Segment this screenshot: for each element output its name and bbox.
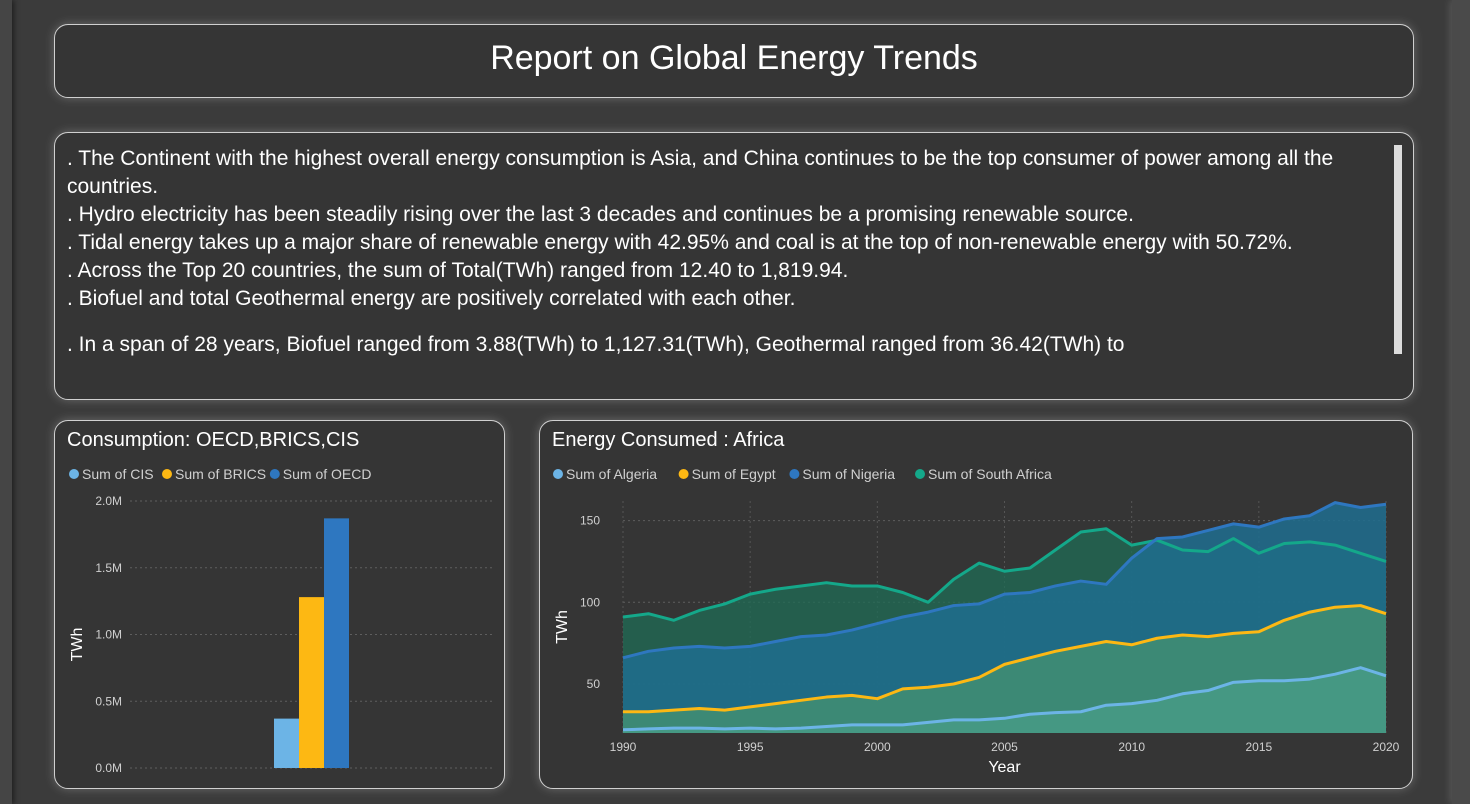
x-axis-label: Year: [988, 759, 1021, 776]
insight-item: . The Continent with the highest overall…: [67, 147, 1334, 198]
y-tick-label: 150: [580, 514, 600, 528]
series-line: [622, 501, 1387, 660]
insights-scrollbar[interactable]: [1394, 145, 1402, 354]
legend-marker: [69, 469, 79, 479]
y-tick-label: 1.0M: [95, 628, 122, 642]
legend-label: Sum of Nigeria: [802, 466, 895, 482]
y-tick-label: 2.0M: [95, 494, 122, 508]
legend-marker: [162, 469, 172, 479]
legend-label: Sum of Egypt: [692, 466, 776, 482]
africa-area-chart: Sum of Algeria Sum of Egypt Sum of Nigeria…: [553, 466, 1400, 776]
legend-label: Sum of BRICS: [175, 466, 266, 482]
x-tick-label: 1995: [737, 740, 764, 754]
x-tick-label: 1990: [610, 740, 637, 754]
y-axis-label: TWh: [69, 628, 86, 662]
series-line: [622, 666, 1387, 732]
area-fill: [623, 667, 1386, 733]
title-card: Report on Global Energy Trends: [54, 24, 1414, 98]
report-title: Report on Global Energy Trends: [490, 39, 978, 77]
series-line: [623, 604, 1387, 714]
series-line: [622, 527, 1387, 622]
legend-label: Sum of Algeria: [566, 466, 657, 482]
right-frame-bar: [1452, 0, 1470, 804]
insight-item: . Biofuel and total Geothermal energy ar…: [67, 287, 796, 310]
y-tick-label: 1.5M: [95, 561, 122, 575]
insights-card: . The Continent with the highest overall…: [54, 132, 1414, 400]
y-tick-label: 50: [587, 677, 601, 691]
y-tick-label: 0.0M: [95, 761, 122, 775]
legend-label: Sum of South Africa: [928, 466, 1052, 482]
x-tick-label: 2005: [991, 740, 1018, 754]
legend-label: Sum of OECD: [283, 466, 372, 482]
insight-item: . Across the Top 20 countries, the sum o…: [67, 259, 849, 282]
x-tick-label: 2015: [1245, 740, 1272, 754]
legend-marker: [789, 469, 800, 479]
insight-item: . Tidal energy takes up a major share of…: [67, 231, 1293, 254]
insight-item: . Hydro electricity has been steadily ri…: [67, 203, 1134, 226]
legend-marker: [678, 469, 689, 479]
bar: [324, 518, 349, 768]
consumption-bar-chart: Sum of CIS Sum of BRICS Sum of OECD 0.0M 0.5…: [69, 466, 495, 775]
insights-text: . The Continent with the highest overall…: [67, 145, 1385, 359]
legend-marker: [553, 469, 563, 479]
x-tick-label: 2020: [1373, 740, 1400, 754]
bar: [299, 597, 324, 768]
chart-title: Consumption: OECD,BRICS,CIS: [67, 429, 360, 451]
bar: [274, 718, 299, 768]
x-tick-label: 2010: [1118, 740, 1145, 754]
chart-title: Energy Consumed : Africa: [552, 429, 785, 451]
y-axis-label: TWh: [554, 610, 571, 644]
africa-chart-card: Energy Consumed : Africa Sum of Algeria S…: [539, 420, 1413, 789]
legend-marker: [269, 469, 280, 479]
y-tick-label: 100: [580, 595, 600, 609]
legend-label: Sum of CIS: [82, 466, 154, 482]
x-tick-label: 2000: [864, 740, 891, 754]
consumption-chart-card: Consumption: OECD,BRICS,CIS Sum of CIS Su…: [54, 420, 505, 789]
insight-item: . In a span of 28 years, Biofuel ranged …: [67, 333, 1125, 356]
y-tick-label: 0.5M: [95, 694, 122, 708]
legend-marker: [915, 469, 925, 479]
left-frame-bar: [0, 0, 12, 804]
